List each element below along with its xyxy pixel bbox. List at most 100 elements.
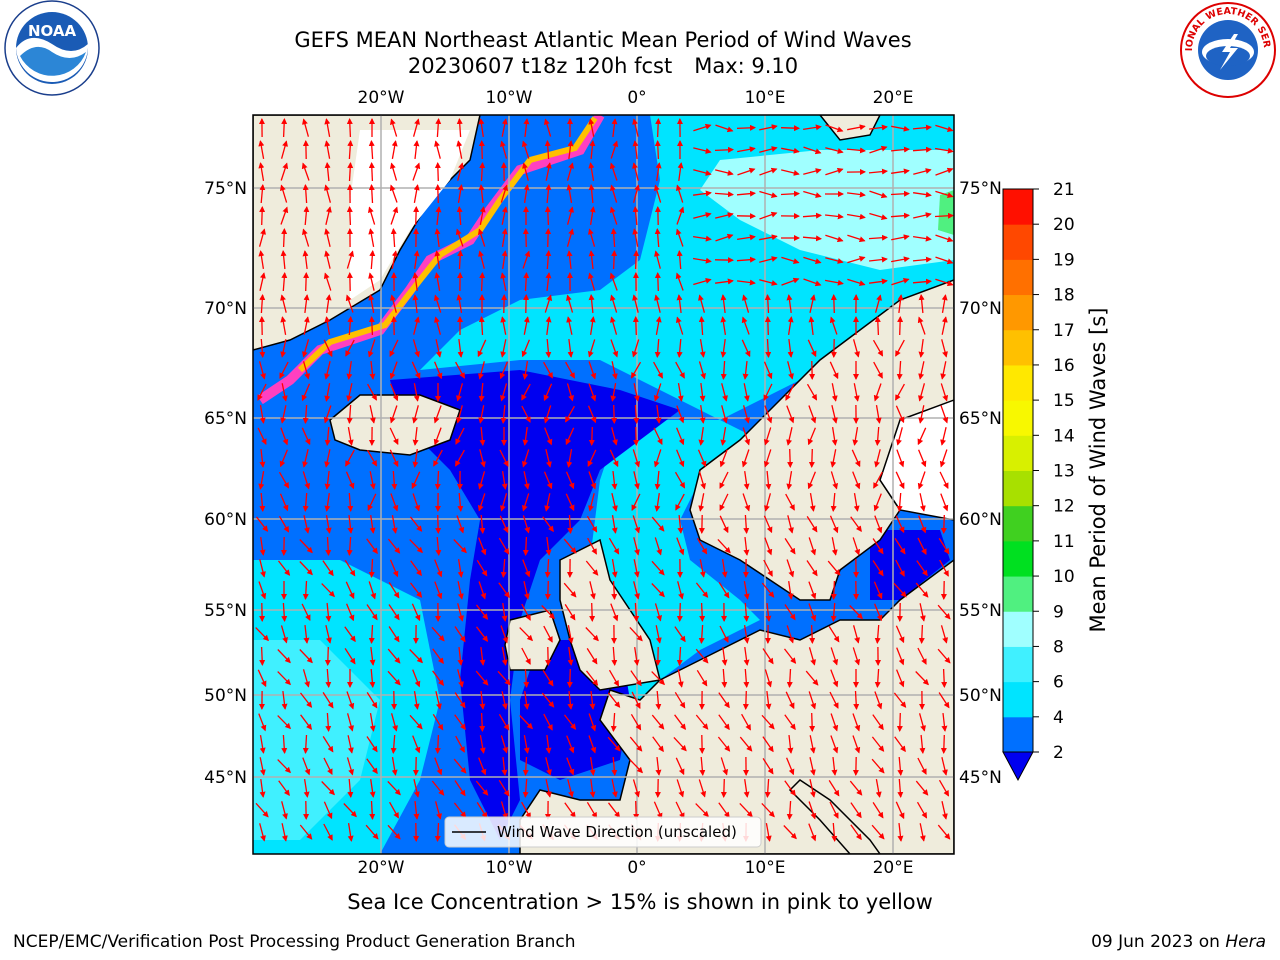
colorbar-tick-label: 19: [1053, 250, 1075, 270]
wave-direction-arrow: [346, 383, 353, 402]
wave-direction-arrow: [807, 339, 817, 358]
colorbar-tick-label: 8: [1053, 637, 1064, 657]
wave-direction-arrow: [325, 668, 332, 688]
wave-direction-arrow: [759, 279, 778, 286]
wave-direction-arrow: [566, 757, 575, 776]
wave-direction-arrow: [476, 802, 488, 819]
wave-direction-arrow: [258, 470, 265, 490]
wave-direction-arrow: [258, 162, 265, 182]
wave-direction-arrow: [611, 471, 618, 490]
colorbar-segment: [1003, 505, 1033, 542]
colorbar-segment: [1003, 540, 1033, 577]
wave-direction-arrow: [456, 140, 463, 159]
iceland: [329, 394, 461, 456]
wave-direction-arrow: [368, 581, 377, 600]
wave-direction-arrow: [787, 735, 794, 754]
wave-direction-arrow: [941, 339, 948, 358]
wave-direction-arrow: [847, 255, 866, 264]
wave-direction-arrow: [699, 756, 706, 776]
wave-direction-arrow: [457, 162, 464, 181]
wave-direction-arrow: [523, 272, 530, 292]
wave-direction-arrow: [589, 779, 596, 798]
wave-direction-arrow: [765, 603, 772, 622]
wave-direction-arrow: [939, 559, 949, 577]
wave-direction-arrow: [806, 383, 818, 401]
wave-direction-arrow: [324, 250, 331, 269]
wave-direction-arrow: [785, 383, 795, 401]
wave-direction-arrow: [654, 493, 661, 512]
wave-direction-arrow: [913, 168, 932, 175]
wave-direction-arrow: [588, 184, 595, 204]
wave-direction-arrow: [935, 278, 954, 287]
wave-direction-arrow: [825, 257, 844, 264]
wave-direction-arrow: [456, 405, 463, 424]
wave-direction-arrow: [806, 516, 818, 533]
wave-direction-arrow: [369, 471, 376, 490]
wave-direction-arrow: [259, 449, 266, 468]
wave-direction-arrow: [500, 735, 509, 754]
wave-direction-arrow: [545, 228, 552, 248]
wave-direction-arrow: [916, 560, 928, 577]
wave-direction-arrow: [501, 118, 508, 137]
wave-direction-arrow: [916, 801, 928, 819]
wave-direction-arrow: [896, 647, 905, 666]
colorbar-tick-label: 20: [1053, 215, 1075, 235]
wave-direction-arrow: [675, 757, 685, 776]
max-value: Max: 9.10: [694, 54, 799, 78]
wave-direction-arrow: [632, 228, 639, 247]
wave-direction-arrow: [587, 449, 597, 468]
colorbar: 2 4 6 8 9 10 11 12 13 14 15 16 17 18 19 20 21: [1002, 180, 1075, 782]
wave-direction-arrow: [850, 516, 862, 533]
wave-direction-arrow: [389, 361, 398, 380]
wave-direction-arrow: [699, 559, 706, 578]
wave-direction-arrow: [542, 670, 554, 687]
wave-direction-arrow: [259, 404, 266, 424]
wave-direction-arrow: [803, 146, 822, 155]
wave-direction-arrow: [874, 691, 883, 710]
wave-direction-arrow: [303, 625, 310, 644]
wave-direction-arrow: [692, 257, 712, 264]
wave-direction-arrow: [783, 825, 797, 840]
wave-direction-arrow: [676, 206, 685, 225]
wave-direction-arrow: [457, 184, 464, 204]
wave-direction-arrow: [913, 191, 932, 198]
wave-direction-arrow: [872, 802, 884, 819]
wave-direction-arrow: [717, 538, 731, 554]
wave-direction-arrow: [632, 515, 641, 534]
wave-direction-arrow: [456, 383, 464, 402]
wave-direction-arrow: [588, 294, 595, 314]
wave-direction-arrow: [255, 802, 269, 818]
wave-direction-arrow: [387, 824, 401, 840]
wave-direction-arrow: [389, 801, 399, 819]
wave-direction-arrow: [544, 493, 551, 512]
wave-direction-arrow: [499, 493, 508, 512]
wave-direction-arrow: [453, 539, 467, 554]
wave-direction-arrow: [566, 668, 573, 688]
wave-direction-arrow: [523, 581, 530, 600]
wave-direction-arrow: [280, 427, 289, 446]
wave-direction-arrow: [693, 212, 712, 219]
colorbar-tick-label: 13: [1053, 462, 1075, 482]
wave-direction-arrow: [874, 624, 881, 644]
wave-direction-arrow: [631, 493, 641, 512]
lat-label-left: 60°N: [204, 510, 247, 530]
wave-direction-arrow: [566, 448, 573, 468]
wave-direction-arrow: [741, 449, 750, 468]
wave-direction-arrow: [280, 405, 287, 424]
wave-direction-arrow: [301, 339, 310, 358]
wave-direction-arrow: [324, 361, 331, 380]
wave-direction-arrow: [477, 339, 487, 358]
wave-direction-arrow: [523, 316, 530, 335]
wave-direction-arrow: [369, 800, 376, 820]
wave-direction-arrow: [653, 361, 663, 379]
wave-direction-arrow: [808, 448, 815, 468]
wave-direction-arrow: [280, 206, 289, 225]
wave-direction-arrow: [387, 670, 401, 686]
wave-direction-arrow: [780, 125, 800, 132]
wave-direction-arrow: [675, 801, 685, 820]
wave-direction-arrow: [588, 713, 597, 732]
wave-direction-arrow: [609, 294, 618, 313]
wave-direction-arrow: [589, 140, 596, 160]
wave-direction-arrow: [781, 147, 800, 154]
wave-direction-arrow: [413, 184, 420, 204]
